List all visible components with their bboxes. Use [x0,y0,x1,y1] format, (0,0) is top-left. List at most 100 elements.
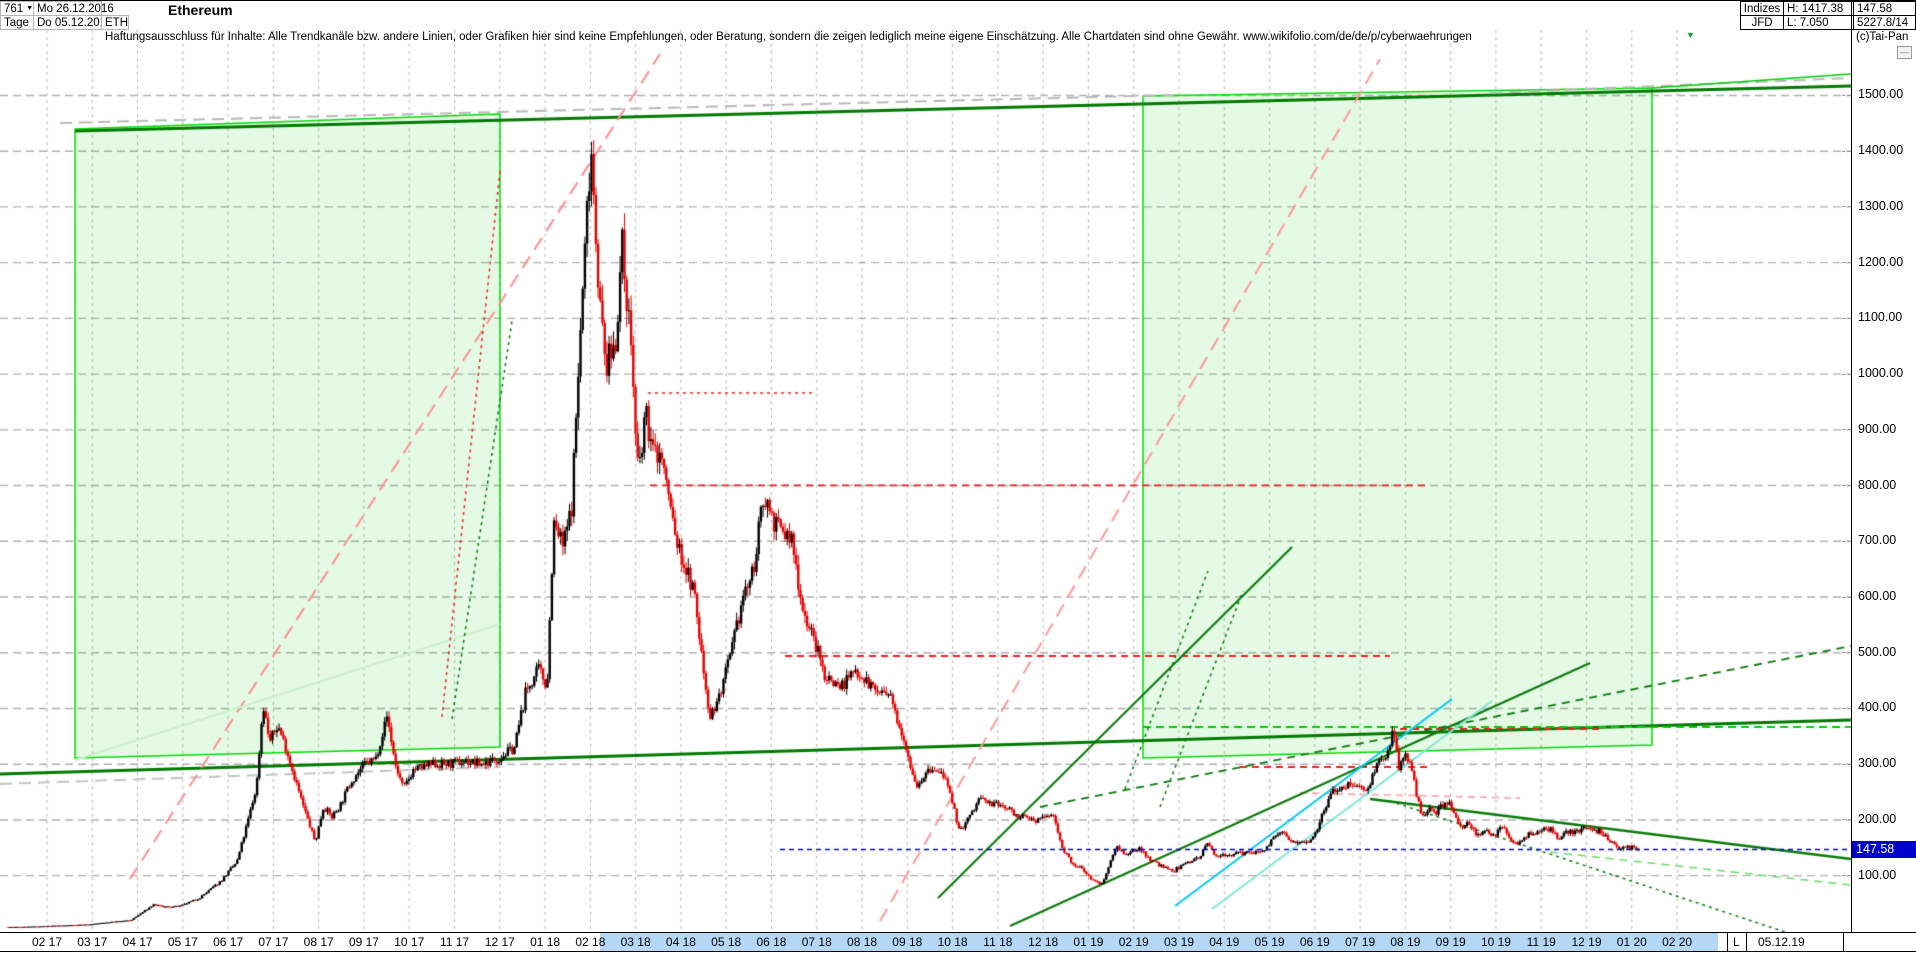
x-month-label: 03 19 [1163,935,1195,949]
date-to-value: Do 05.12.2019 [37,16,113,29]
y-tick [1842,150,1851,152]
x-month-label: 09 19 [1435,935,1466,949]
y-tick-label: 1000.00 [1858,366,1904,381]
x-month-label: 04 19 [1209,935,1240,949]
date-from-value: Mo 26.12.2016 [37,2,114,15]
disclaimer-text: Haftungsausschluss für Inhalte: Alle Tre… [105,31,1472,43]
y-tick-label: 800.00 [1858,477,1897,492]
current-price-badge: 147.58 [1852,841,1916,858]
last-price-cell: 147.58 [1853,1,1916,16]
x-month-label: 04 17 [122,935,153,949]
x-month-label: 01 20 [1616,935,1647,949]
x-month-label: 10 18 [937,935,968,949]
y-tick [1842,206,1851,208]
period-dropdown[interactable]: Tage ▼ [0,15,39,30]
y-tick [1842,707,1851,709]
y-tick-label: 1100.00 [1858,310,1903,325]
x-month-label: 10 17 [394,935,425,949]
y-tick-label: 300.00 [1858,756,1897,771]
x-axis-strip[interactable]: 02 17 03 17 04 17 05 17 06 17 07 17 08 17 09 17… [0,932,1916,952]
y-tick-label: 600.00 [1858,589,1897,604]
stat-cell: 5227.8/14 [1853,15,1916,30]
date-to-cell[interactable]: Do 05.12.2019 [33,15,112,30]
y-tick [1842,875,1851,877]
x-month-label: 08 17 [303,935,334,949]
y-tick-label: 200.00 [1858,811,1897,826]
x-month-label: 07 19 [1345,935,1376,949]
period-high-value: H: 1417.38 [1787,2,1844,15]
x-month-label: 06 19 [1299,935,1330,949]
x-month-label: 02 19 [1118,935,1149,949]
x-month-label: 01 19 [1073,935,1104,949]
y-tick-label: 500.00 [1858,644,1897,659]
y-tick-label: 1500.00 [1858,87,1904,102]
y-tick [1842,373,1851,375]
y-tick-label: 100.00 [1858,867,1897,882]
x-month-label: 05 18 [711,935,742,949]
y-tick-label: 1300.00 [1858,198,1904,213]
x-month-label: 11 18 [983,935,1013,949]
x-month-label: 05 17 [167,935,198,949]
y-tick [1842,94,1851,96]
x-month-label: 02 18 [575,935,606,949]
last-date-label: 05.12.19 [1758,935,1805,949]
x-month-label: 12 17 [484,935,515,949]
x-month-label: 12 19 [1571,935,1602,949]
period-low-value: L: 7.050 [1787,16,1829,29]
axis-separator [1746,933,1747,951]
broker-name: JFD [1751,16,1773,29]
y-tick-label: 1400.00 [1858,143,1904,158]
symbol-cell[interactable]: ETH [101,15,129,30]
x-month-label: 01 18 [530,935,561,949]
x-month-label: 11 19 [1526,935,1556,949]
y-tick [1842,652,1851,654]
low-cell: L: 7.050 [1783,15,1854,30]
copyright-label: (c)Tai-Pan [1856,31,1909,43]
y-tick-label: 1200.00 [1858,254,1904,269]
x-month-label: 05 19 [1254,935,1285,949]
y-tick [1842,596,1851,598]
period-value: Tage [4,16,29,29]
y-tick-label: 900.00 [1858,421,1897,436]
x-month-label: 03 17 [77,935,108,949]
x-month-label: 07 18 [801,935,832,949]
bars-count-value: 761 [4,2,24,15]
bars-count-dropdown[interactable]: 761 ▼ [0,1,34,16]
x-month-label: 06 17 [213,935,244,949]
x-month-label: 07 17 [258,935,289,949]
x-month-label: 04 18 [665,935,696,949]
feed-cell-2: JFD [1740,15,1784,30]
stat-value: 5227.8/14 [1857,16,1909,29]
minimize-icon[interactable]: — [1897,46,1912,59]
x-month-label: 09 18 [892,935,923,949]
x-month-label: 03 18 [620,935,651,949]
y-tick [1842,262,1851,264]
x-month-label: 08 18 [847,935,878,949]
x-month-label: 10 19 [1480,935,1511,949]
feed-name: Indizes [1743,2,1781,15]
y-tick [1842,763,1851,765]
last-price-value: 147.58 [1857,2,1893,15]
x-month-label: 02 20 [1662,935,1693,949]
symbol-value: ETH [105,16,128,29]
x-month-label: 06 18 [756,935,787,949]
y-axis-line [1851,1,1852,932]
y-tick [1842,540,1851,542]
x-month-label: 11 17 [439,935,470,949]
page-title: Ethereum [168,2,233,18]
y-tick [1842,317,1851,319]
high-cell: H: 1417.38 [1783,1,1854,16]
x-month-label: 12 18 [1028,935,1059,949]
y-tick [1842,485,1851,487]
chevron-down-icon: ▼ [26,5,34,12]
axis-separator [1843,933,1844,951]
axis-separator [1727,933,1728,951]
date-from-cell[interactable]: Mo 26.12.2016 [33,1,114,16]
y-tick [1842,819,1851,821]
x-month-label: 09 17 [348,935,379,949]
x-month-label: 02 17 [31,935,63,949]
y-tick-label: 700.00 [1858,533,1897,548]
y-tick-label: 400.00 [1858,700,1897,715]
